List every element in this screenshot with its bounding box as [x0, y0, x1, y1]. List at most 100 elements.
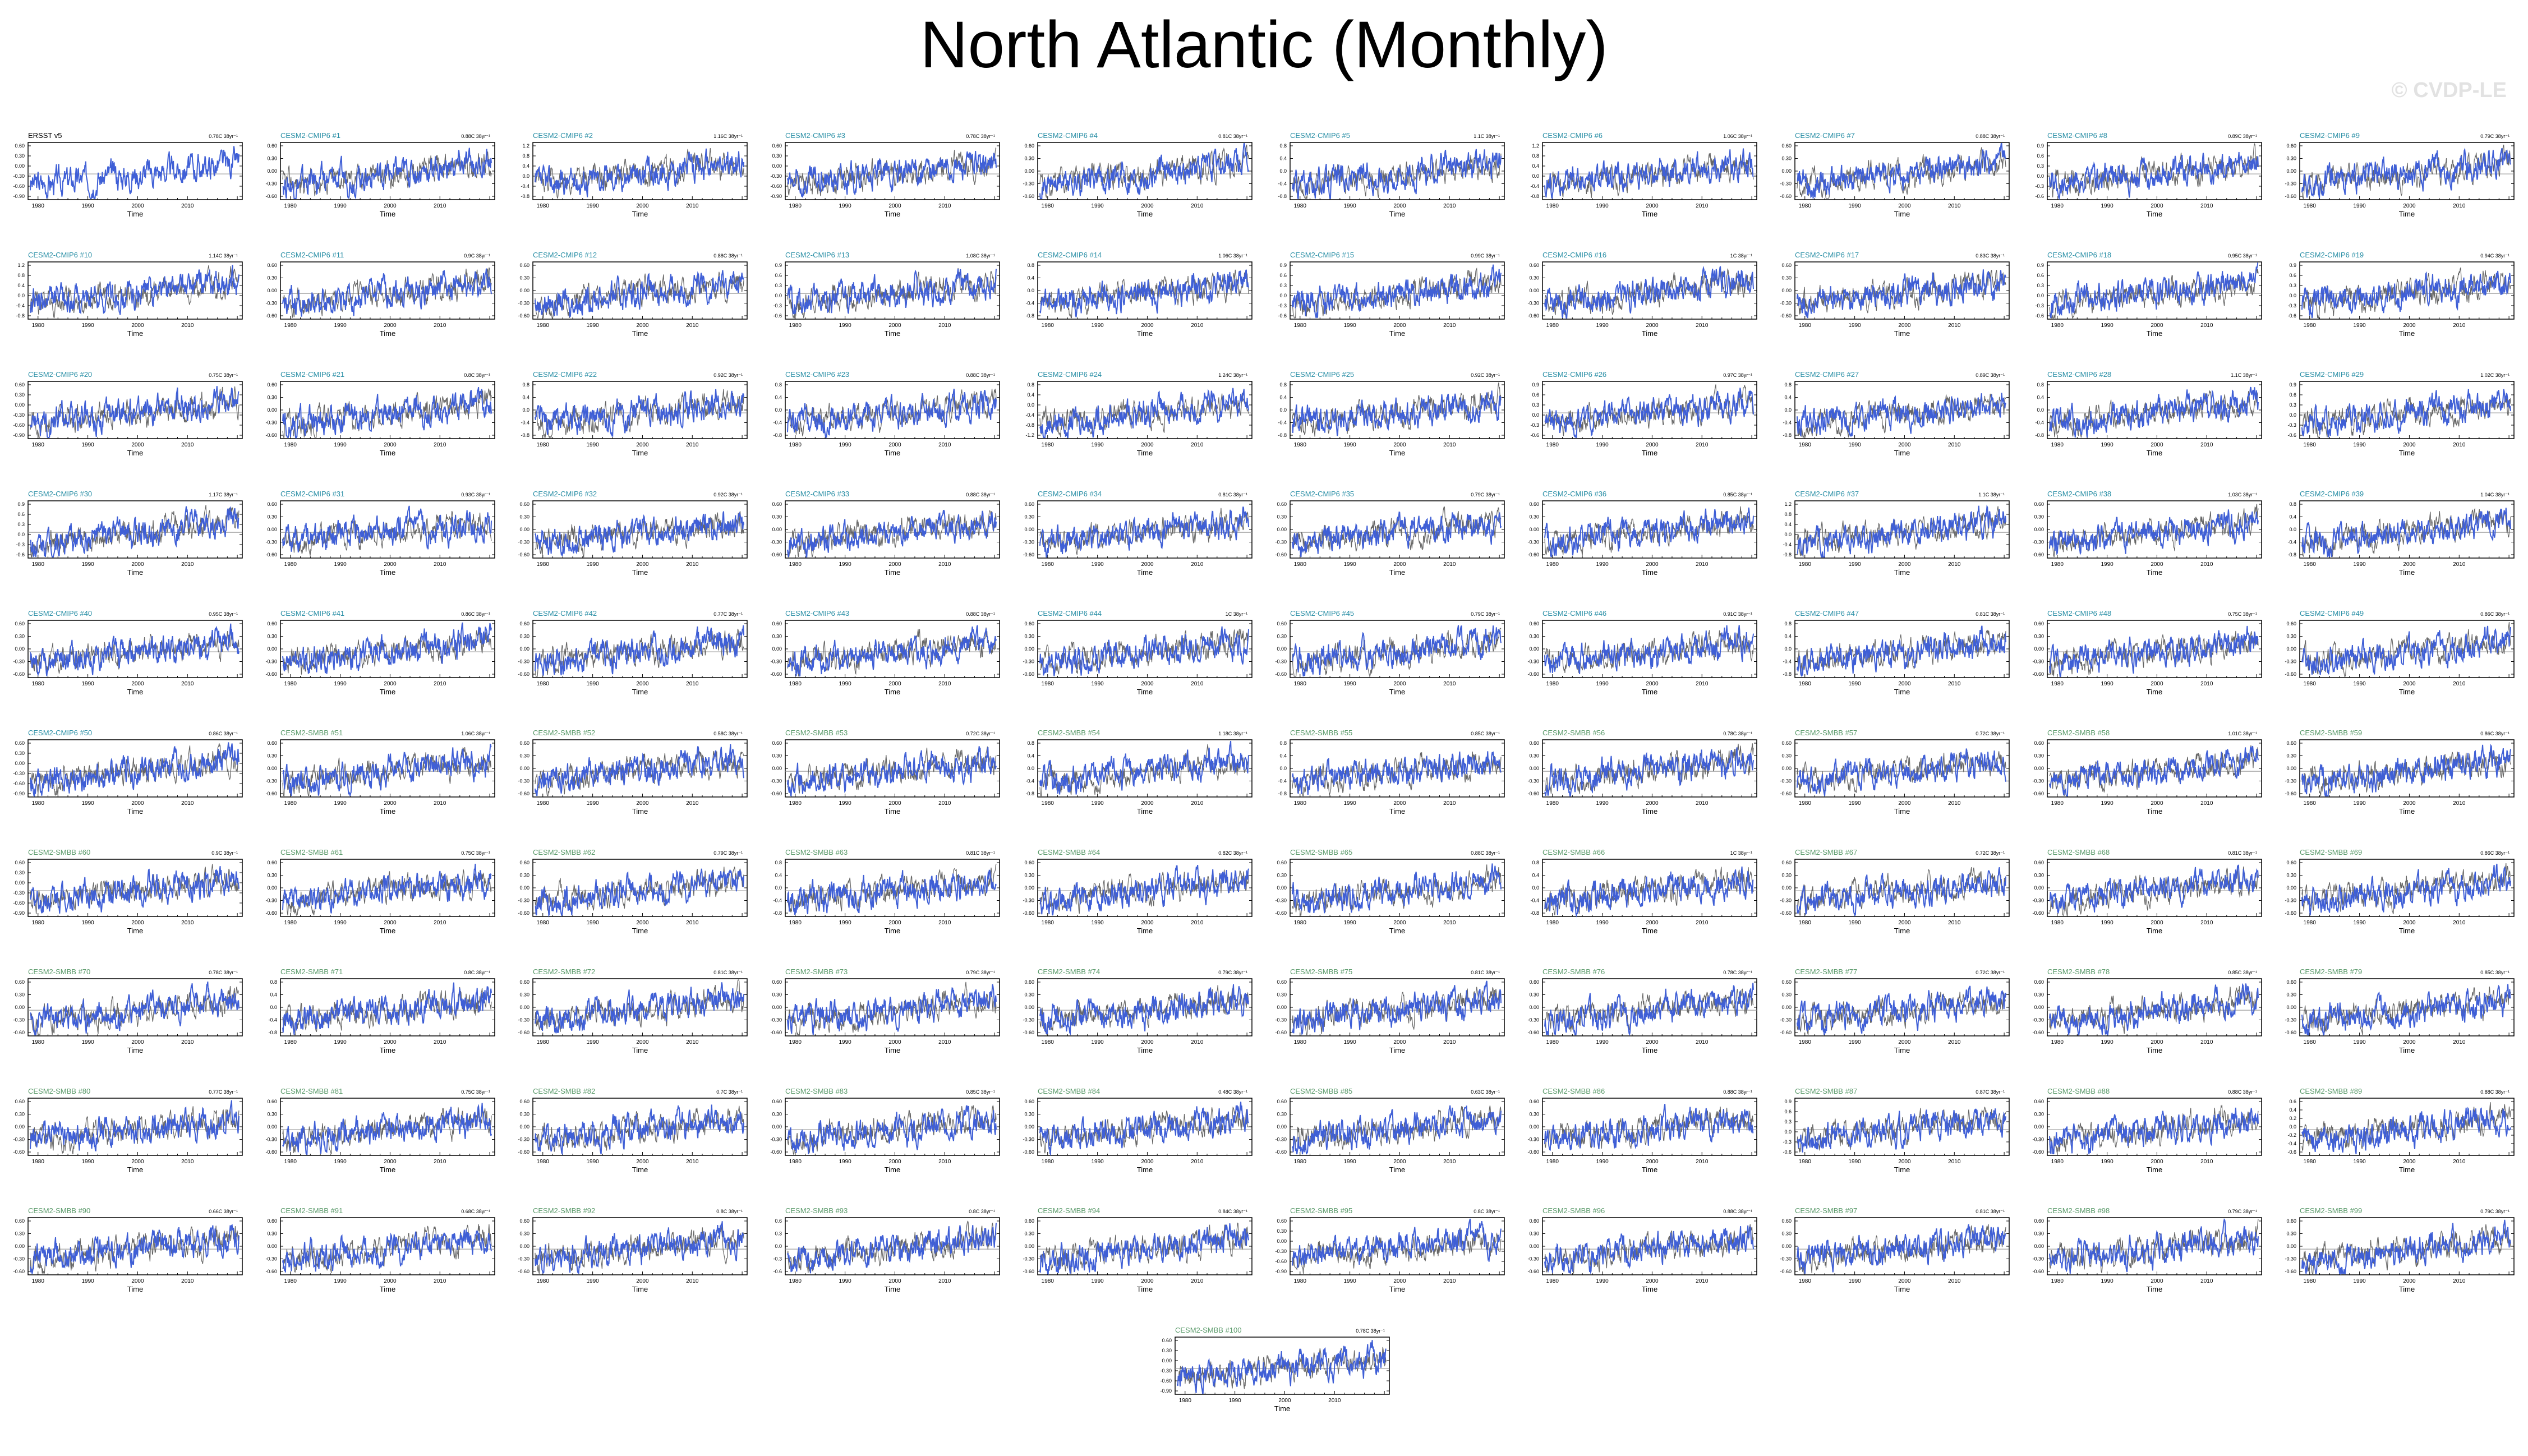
y-tick-label: -0.6	[16, 552, 25, 557]
x-tick-label: 2010	[1948, 1159, 1961, 1165]
y-tick-label: 0.60	[1781, 860, 1792, 865]
panel: CESM2-CMIP6 #24 1.24C 38yr⁻¹ 0.8 0.4 0.0 -0.4…	[1025, 370, 1253, 457]
panel-frame	[1037, 142, 1253, 200]
x-tick-label: 1990	[1596, 442, 1609, 448]
y-tick-label: -0.60	[770, 552, 782, 557]
panel: CESM2-SMBB #60 0.9C 38yr⁻¹ 0.60 0.30 0.00 -0.…	[13, 848, 243, 935]
x-tick-label: 2010	[686, 442, 699, 448]
series-line	[30, 386, 240, 438]
x-tick-label: 2010	[1696, 681, 1709, 687]
y-tick-label: -0.60	[265, 910, 277, 916]
x-tick-label: 1980	[32, 800, 45, 807]
x-axis-label: Time	[1137, 1046, 1153, 1054]
panel-trend: 0.85C 38yr⁻¹	[1471, 731, 1500, 736]
panel: CESM2-SMBB #82 0.7C 38yr⁻¹ 0.60 0.30 0.00 -0.…	[518, 1087, 748, 1174]
x-tick-label: 1980	[2304, 920, 2317, 926]
x-tick-label: 2000	[131, 1278, 144, 1284]
y-tick-label: 0.8	[2037, 382, 2044, 388]
y-tick-label: -0.30	[770, 1137, 782, 1142]
y-tick-label: -0.60	[1780, 313, 1792, 319]
panel: CESM2-CMIP6 #40 0.95C 38yr⁻¹ 0.60 0.30 0.00 -…	[13, 609, 243, 696]
panel-title: CESM2-SMBB #54	[1038, 729, 1100, 737]
y-tick-label: 0.0	[17, 293, 25, 298]
x-tick-label: 1980	[537, 1278, 550, 1284]
x-tick-label: 1980	[2051, 920, 2064, 926]
x-tick-label: 1980	[2304, 322, 2317, 329]
y-tick-label: -0.60	[265, 313, 277, 319]
x-axis-label: Time	[2399, 688, 2415, 696]
x-tick-label: 2000	[1393, 322, 1406, 329]
y-tick-label: 0.30	[1529, 1231, 1539, 1237]
x-axis-label: Time	[1389, 449, 1405, 457]
panel: CESM2-CMIP6 #14 1.06C 38yr⁻¹ 0.8 0.4 0.0 -0.4…	[1025, 251, 1253, 338]
y-tick-label: 0.8	[270, 979, 277, 985]
x-axis-label: Time	[2399, 329, 2415, 338]
panel-trend: 1.06C 38yr⁻¹	[461, 731, 490, 736]
x-axis-label: Time	[380, 449, 395, 457]
y-tick-label: 0.3	[775, 1231, 782, 1237]
series-line	[1039, 1102, 1249, 1156]
panel-title: CESM2-CMIP6 #9	[2300, 131, 2360, 140]
panel: CESM2-SMBB #62 0.79C 38yr⁻¹ 0.60 0.30 0.00 -0…	[518, 848, 748, 935]
y-tick-label: 0.00	[2286, 646, 2296, 652]
y-tick-label: 0.30	[519, 275, 529, 281]
series-line	[1544, 265, 1754, 319]
y-tick-label: 0.00	[267, 646, 277, 652]
x-tick-label: 2010	[1191, 1039, 1204, 1045]
panel-frame	[1290, 261, 1505, 320]
y-tick-label: 0.00	[1162, 1358, 1172, 1363]
y-tick-label: -0.90	[13, 910, 25, 916]
panel: CESM2-CMIP6 #35 0.79C 38yr⁻¹ 0.60 0.30 0.00 -…	[1275, 490, 1505, 577]
y-tick-label: 0.3	[2037, 163, 2044, 169]
y-tick-label: -0.8	[16, 313, 25, 319]
panel-trend: 0.82C 38yr⁻¹	[1218, 850, 1247, 856]
y-tick-label: -0.60	[1023, 552, 1034, 557]
panel-title: CESM2-SMBB #85	[1290, 1087, 1352, 1095]
x-tick-label: 2010	[1948, 1278, 1961, 1284]
x-tick-label: 2010	[1191, 1159, 1204, 1165]
y-tick-label: 0.30	[519, 1231, 529, 1237]
x-tick-label: 2010	[1696, 1159, 1709, 1165]
panel-frame	[2047, 142, 2262, 200]
y-tick-label: 0.6	[2037, 153, 2044, 159]
x-axis-label: Time	[2399, 449, 2415, 457]
y-tick-label: -0.60	[518, 313, 529, 319]
y-tick-label: 0.60	[267, 740, 277, 746]
y-tick-label: 0.60	[519, 501, 529, 507]
y-tick-label: -0.60	[1275, 1259, 1287, 1264]
series-line	[1292, 264, 1502, 319]
panel-trend: 0.75C 38yr⁻¹	[2228, 611, 2257, 617]
y-tick-label: 0.3	[2289, 283, 2296, 288]
x-axis-label: Time	[1389, 1046, 1405, 1054]
y-tick-label: 0.30	[2034, 1112, 2044, 1117]
y-tick-label: -0.30	[2285, 898, 2296, 904]
y-tick-label: 0.00	[1024, 1243, 1034, 1249]
x-tick-label: 1980	[537, 800, 550, 807]
panel-trend: 0.78C 38yr⁻¹	[1356, 1328, 1385, 1334]
panel-title: CESM2-CMIP6 #32	[533, 490, 597, 498]
x-tick-label: 2010	[1443, 322, 1456, 329]
panel-title: CESM2-CMIP6 #22	[533, 370, 597, 379]
y-tick-label: 0.30	[1529, 514, 1539, 520]
y-tick-label: 0.00	[1024, 646, 1034, 652]
x-tick-label: 2000	[1898, 681, 1911, 687]
x-tick-label: 1980	[2304, 800, 2317, 807]
x-tick-label: 2000	[1898, 1039, 1911, 1045]
y-tick-label: 0.8	[1532, 860, 1539, 865]
panel: CESM2-CMIP6 #31 0.93C 38yr⁻¹ 0.60 0.30 0.00 -…	[265, 490, 495, 577]
series-line	[282, 268, 492, 317]
panel: CESM2-CMIP6 #30 1.17C 38yr⁻¹ 0.9 0.6 0.3 0.0 -…	[16, 490, 243, 577]
y-tick-label: 0.00	[772, 1124, 782, 1130]
x-tick-label: 2010	[2200, 800, 2213, 807]
y-tick-label: -0.60	[1160, 1378, 1172, 1384]
series-line	[2049, 509, 2259, 556]
panel-trend: 0.9C 38yr⁻¹	[211, 850, 238, 856]
panel-title: CESM2-SMBB #89	[2300, 1087, 2362, 1095]
y-tick-label: 0.0	[1279, 766, 1287, 771]
x-tick-label: 2010	[2453, 1159, 2466, 1165]
y-tick-label: -0.8	[1025, 313, 1034, 319]
y-tick-label: 0.0	[1784, 646, 1792, 652]
x-tick-label: 2000	[888, 203, 901, 209]
panel-title: CESM2-CMIP6 #37	[1795, 490, 1859, 498]
y-tick-label: -0.30	[518, 1256, 529, 1262]
